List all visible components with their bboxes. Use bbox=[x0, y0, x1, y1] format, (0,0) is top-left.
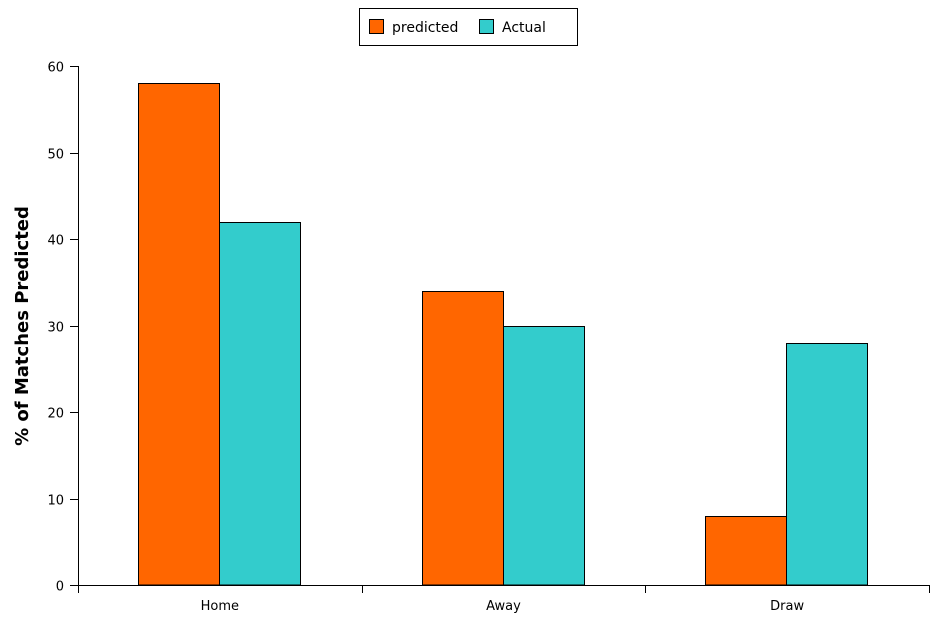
legend-label-predicted: predicted bbox=[392, 20, 458, 36]
bar-actual-draw bbox=[786, 343, 868, 586]
x-tick-label-draw: Draw bbox=[770, 599, 804, 614]
y-tick-label: 30 bbox=[47, 321, 64, 336]
y-tick-label: 60 bbox=[47, 61, 64, 76]
y-ticks-group: 0 10 20 30 40 50 60 bbox=[47, 61, 78, 595]
y-tick-label: 0 bbox=[56, 580, 64, 595]
bar-predicted-away bbox=[422, 291, 504, 586]
bar-predicted-home bbox=[138, 83, 220, 586]
legend-swatch-actual bbox=[479, 19, 494, 34]
x-ticks-group: Home Away Draw bbox=[78, 585, 930, 614]
legend-label-actual: Actual bbox=[502, 20, 546, 36]
legend-swatch-predicted bbox=[369, 19, 384, 34]
legend-box bbox=[359, 8, 578, 46]
bar-actual-away bbox=[503, 326, 585, 586]
y-axis-title: % of Matches Predicted bbox=[12, 206, 33, 446]
y-tick-label: 10 bbox=[47, 494, 64, 509]
bar-actual-home bbox=[219, 222, 301, 586]
y-tick-label: 20 bbox=[47, 407, 64, 422]
x-tick-label-away: Away bbox=[486, 599, 521, 614]
legend: predicted Actual bbox=[359, 8, 578, 46]
x-tick-label-home: Home bbox=[201, 599, 239, 614]
bars-group bbox=[138, 83, 868, 586]
bar-predicted-draw bbox=[705, 516, 787, 586]
y-tick-label: 50 bbox=[47, 148, 64, 163]
y-tick-label: 40 bbox=[47, 234, 64, 249]
